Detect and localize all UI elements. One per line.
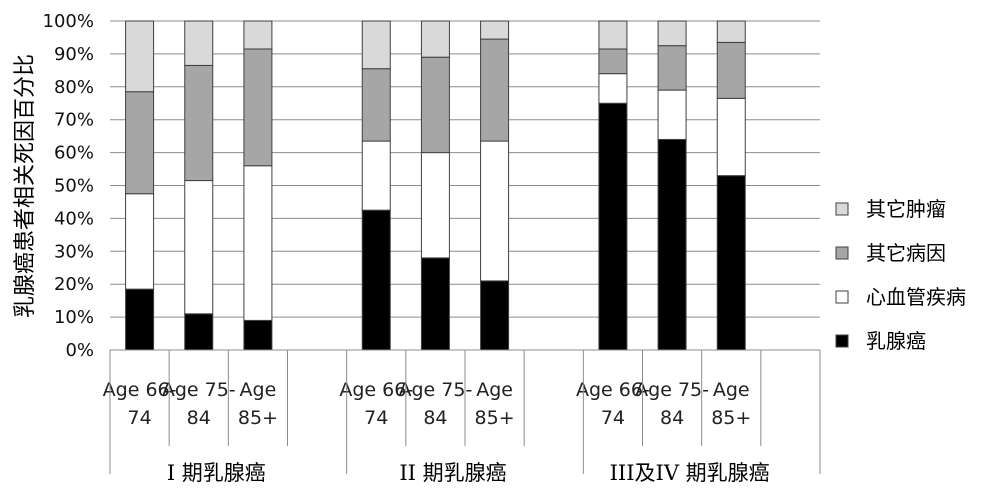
y-tick-label: 40% [54,208,94,229]
y-tick-label: 0% [65,340,94,361]
bar-segment [480,280,510,351]
x-category-label: Age 66-74 [576,379,650,429]
y-tick-label: 70% [54,110,94,131]
bar-segment [243,165,273,321]
y-tick-label: 30% [54,241,94,262]
group-label: II 期乳腺癌 [399,461,506,485]
bar-segment [125,20,155,93]
y-tick-label: 10% [54,307,94,328]
group-label: I 期乳腺癌 [167,461,266,485]
bar-segment [125,91,155,195]
bar-segment [657,89,687,140]
y-tick-label: 90% [54,44,94,65]
bar-segment [420,257,450,351]
x-category-label: Age 75-84 [399,379,473,429]
bar-segment [361,68,391,142]
bar-segment [125,288,155,351]
bar-segment [361,209,391,351]
y-tick-label: 50% [54,176,94,197]
bar-segment [716,175,746,351]
bar-segment [184,180,214,315]
x-category-label: Age 75-84 [635,379,709,429]
bar-segment [361,140,391,211]
x-category-label: Age 85+ [475,379,515,429]
legend-label: 其它肿瘤 [866,197,946,221]
bar-segment [598,73,628,104]
bar-segment [657,20,687,47]
bar-segment [420,56,450,154]
bar-segment [480,38,510,142]
bar-segment [420,20,450,58]
bar-segment [184,20,214,66]
bars [125,20,746,351]
bar-segment [716,20,746,43]
bar-segment [657,138,687,351]
bar-segment [716,97,746,177]
bar-segment [420,152,450,259]
legend-swatch [835,334,849,348]
x-category-label: Age 66-74 [339,379,413,429]
legend-swatch [835,202,849,216]
bar-segment [184,64,214,182]
y-tick-label: 60% [54,143,94,164]
bar-segment [598,102,628,351]
legend-swatch [835,290,849,304]
x-category-label: Age 66-74 [103,379,177,429]
bar-segment [125,193,155,290]
bar-segment [657,45,687,91]
bar-segment [243,20,273,50]
x-category-label: Age 75-84 [162,379,236,429]
gridlines [110,20,820,351]
legend-label: 心血管疾病 [866,285,966,309]
y-tick-label: 100% [43,11,94,32]
group-label: III及IV 期乳腺癌 [610,461,770,485]
legend-swatch [835,246,849,260]
y-axis-ticks: 0% 10% 20% 30% 40% 50% 60% 70% 80% 90% 100% [43,11,94,361]
bar-segment [480,140,510,282]
y-axis-label: 乳腺癌患者相关死因百分比 [13,54,38,318]
y-tick-label: 20% [54,274,94,295]
bar-segment [480,20,510,40]
bar-segment [361,20,391,70]
legend-label: 乳腺癌 [866,329,926,353]
bar-segment [243,319,273,351]
bar-segment [184,313,214,351]
bar-segment [716,41,746,99]
y-tick-label: 80% [54,77,94,98]
x-category-label: Age 85+ [238,379,278,429]
bar-segment [243,48,273,167]
x-category-label: Age 85+ [711,379,751,429]
bar-segment [598,48,628,75]
legend-label: 其它病因 [866,241,946,265]
bar-segment [598,20,628,50]
